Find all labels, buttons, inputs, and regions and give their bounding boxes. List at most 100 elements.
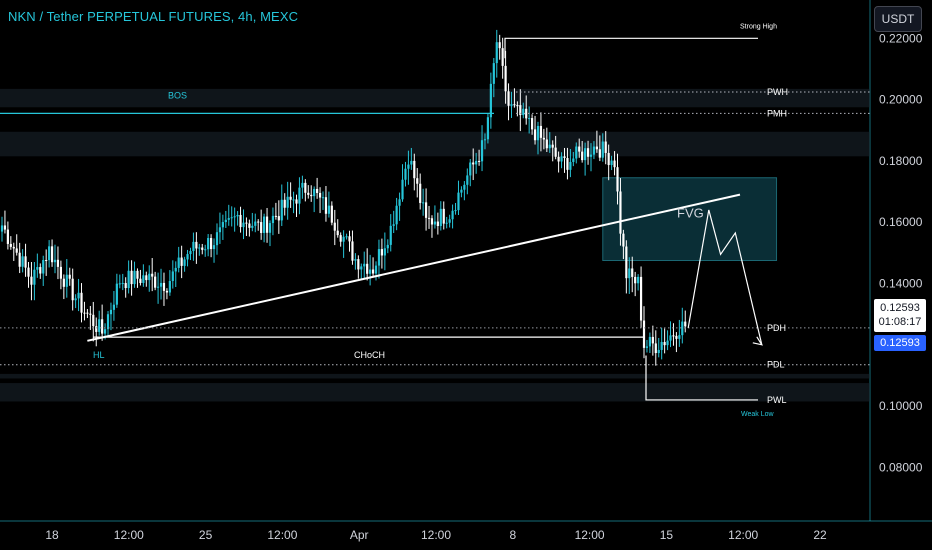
candle-body <box>572 158 575 162</box>
candle-body <box>156 286 160 288</box>
candle-body <box>145 275 148 281</box>
candle-body <box>654 343 657 354</box>
candle-body <box>168 281 171 293</box>
candle-body <box>71 278 74 301</box>
candle-body <box>248 223 251 228</box>
candle-body <box>404 168 407 180</box>
candle-body <box>483 139 487 141</box>
candle-body <box>625 246 628 279</box>
y-tick-label: 0.08000 <box>879 460 923 474</box>
candle-body <box>451 210 454 220</box>
candle-body <box>39 267 42 274</box>
candle-body <box>407 164 410 169</box>
candle-body <box>171 271 174 282</box>
last-price-label: 0.12593 <box>874 335 926 351</box>
candle-body <box>678 335 681 339</box>
y-tick-label: 0.14000 <box>879 276 923 290</box>
candle-body <box>324 197 328 214</box>
candle-body <box>12 246 15 249</box>
candle-body <box>42 260 45 274</box>
candle-body <box>528 118 531 120</box>
candle-body <box>50 246 54 263</box>
candle-body <box>563 156 566 159</box>
bos-label: BOS <box>168 90 187 100</box>
candle-body <box>304 182 307 193</box>
candle-body <box>589 154 593 157</box>
candle-body <box>371 269 375 274</box>
candle-body <box>242 222 245 228</box>
candle-body <box>183 259 186 266</box>
candle-body <box>489 83 492 118</box>
candle-body <box>410 160 413 165</box>
x-tick-label: 18 <box>45 528 59 542</box>
x-tick-label: 8 <box>509 528 516 542</box>
candle-body <box>201 247 204 250</box>
candle-body <box>604 141 607 153</box>
y-tick-label: 0.22000 <box>879 31 923 45</box>
candle-body <box>6 229 9 244</box>
candle-body <box>445 222 448 224</box>
candle-body <box>271 215 275 224</box>
candle-body <box>684 321 687 327</box>
candle-body <box>651 336 654 344</box>
candle-body <box>622 233 625 247</box>
trend-line <box>87 193 741 342</box>
candle-body <box>566 158 569 170</box>
candle-body <box>657 349 660 354</box>
candle-body <box>398 199 401 206</box>
candle-body <box>321 197 325 199</box>
candle-body <box>148 273 151 281</box>
candle-body <box>230 217 233 219</box>
candle-body <box>634 276 637 284</box>
candle-body <box>239 214 242 228</box>
level-zone-band <box>0 383 870 402</box>
candle-body <box>207 238 210 250</box>
candle-body <box>307 192 310 195</box>
candle-body <box>554 147 557 157</box>
candle-body <box>598 149 601 158</box>
candle-body <box>607 152 610 166</box>
candle-body <box>154 276 157 288</box>
bar-countdown: 01:08:17 <box>878 316 922 328</box>
candle-body <box>637 276 640 284</box>
candle-body <box>118 283 121 285</box>
candle-body <box>545 139 548 149</box>
candle-body <box>616 167 619 192</box>
candle-body <box>45 260 48 262</box>
candle-body <box>112 304 116 310</box>
pdh-label: PDH <box>767 323 786 333</box>
candle-body <box>295 199 298 204</box>
x-tick-label: 25 <box>199 528 213 542</box>
candle-body <box>289 196 292 200</box>
weak-low-label: Weak Low <box>741 411 774 418</box>
candle-body <box>174 267 177 272</box>
candle-body <box>263 216 266 233</box>
candle-body <box>218 227 222 233</box>
fvg-label: FVG <box>677 206 704 221</box>
candle-body <box>575 146 578 159</box>
candle-body <box>507 91 510 106</box>
candle-body <box>0 225 4 232</box>
candle-body <box>301 182 304 188</box>
candle-body <box>642 320 646 348</box>
candle-body <box>510 104 513 106</box>
candle-body <box>89 313 92 315</box>
candle-body <box>310 194 313 197</box>
candle-body <box>675 335 678 339</box>
candle-body <box>227 218 230 220</box>
candle-body <box>578 146 581 152</box>
candle-body <box>357 259 360 270</box>
candle-body <box>413 160 416 179</box>
candle-body <box>56 259 60 267</box>
candle-body <box>539 125 543 138</box>
candle-body <box>186 254 189 260</box>
x-tick-label: Apr <box>350 528 369 542</box>
candle-body <box>53 259 57 263</box>
candle-body <box>62 278 65 287</box>
candle-body <box>9 243 12 247</box>
currency-button[interactable]: USDT <box>874 6 922 32</box>
choch-label: CHoCH <box>354 350 385 360</box>
candle-body <box>495 42 498 64</box>
y-tick-label: 0.20000 <box>879 93 923 107</box>
